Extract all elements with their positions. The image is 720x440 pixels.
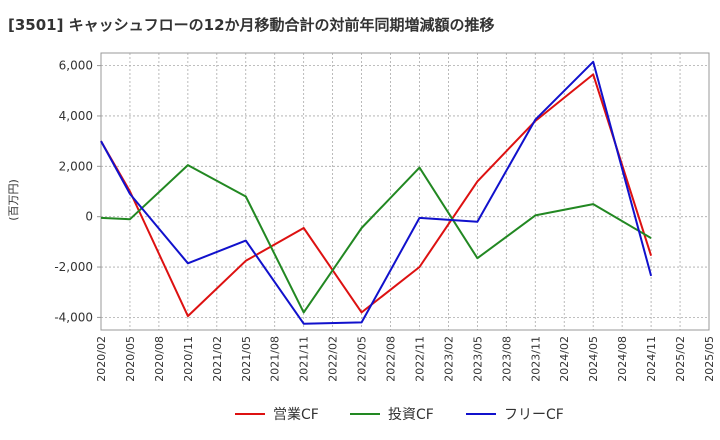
legend: 営業CF 投資CF フリーCF: [235, 407, 564, 423]
axis-layer: 2020/02 2020/05 2020/08 2020/11 2021/02 2021/…: [54, 52, 716, 382]
grid-layer: [100, 53, 710, 330]
y-tick-label: 4,000: [59, 109, 93, 123]
legend-label-1: 営業CF: [273, 407, 319, 423]
y-axis-label: (百万円): [7, 179, 20, 221]
y-tick-label: 2,000: [59, 159, 93, 173]
series-line-3: [100, 60, 653, 325]
x-tick-label: 2024/05: [587, 336, 600, 382]
x-tick-label: 2024/08: [616, 336, 629, 382]
x-tick-label: 2022/05: [356, 336, 369, 382]
x-tick-label: 2020/08: [153, 336, 166, 382]
x-tick-label: 2023/11: [529, 336, 542, 382]
x-tick-label: 2020/05: [124, 336, 137, 382]
x-tick-label: 2023/02: [442, 336, 455, 382]
y-tick-label: 6,000: [59, 59, 93, 73]
series-layer: [100, 60, 653, 325]
y-tick-label: 0: [85, 210, 93, 224]
x-tick-label: 2021/08: [269, 336, 282, 382]
x-tick-label: 2021/11: [298, 336, 311, 382]
x-tick-label: 2022/08: [385, 336, 398, 382]
x-tick-label: 2024/11: [645, 336, 658, 382]
x-tick-label: 2023/05: [471, 336, 484, 382]
y-tick-label: -4,000: [54, 310, 93, 324]
x-tick-label: 2023/08: [500, 336, 513, 382]
series-line-2: [100, 164, 652, 314]
x-tick-label: 2024/02: [558, 336, 571, 382]
legend-label-2: 投資CF: [388, 407, 434, 423]
x-tick-label: 2025/02: [674, 336, 687, 382]
x-tick-label: 2021/05: [240, 336, 253, 382]
x-tick-label: 2025/05: [703, 336, 716, 382]
x-tick-label: 2022/02: [327, 336, 340, 382]
x-tick-label: 2020/02: [95, 336, 108, 382]
legend-label-3: フリーCF: [504, 407, 564, 423]
x-tick-label: 2022/11: [413, 336, 426, 382]
plot-area-frame: [100, 52, 710, 331]
x-tick-label: 2020/11: [182, 336, 195, 382]
chart-title: [3501] キャッシュフローの12か月移動合計の対前年同期増減額の推移: [8, 16, 495, 34]
series-line-1: [100, 73, 653, 318]
x-tick-label: 2021/02: [211, 336, 224, 382]
y-tick-label: -2,000: [54, 260, 93, 274]
